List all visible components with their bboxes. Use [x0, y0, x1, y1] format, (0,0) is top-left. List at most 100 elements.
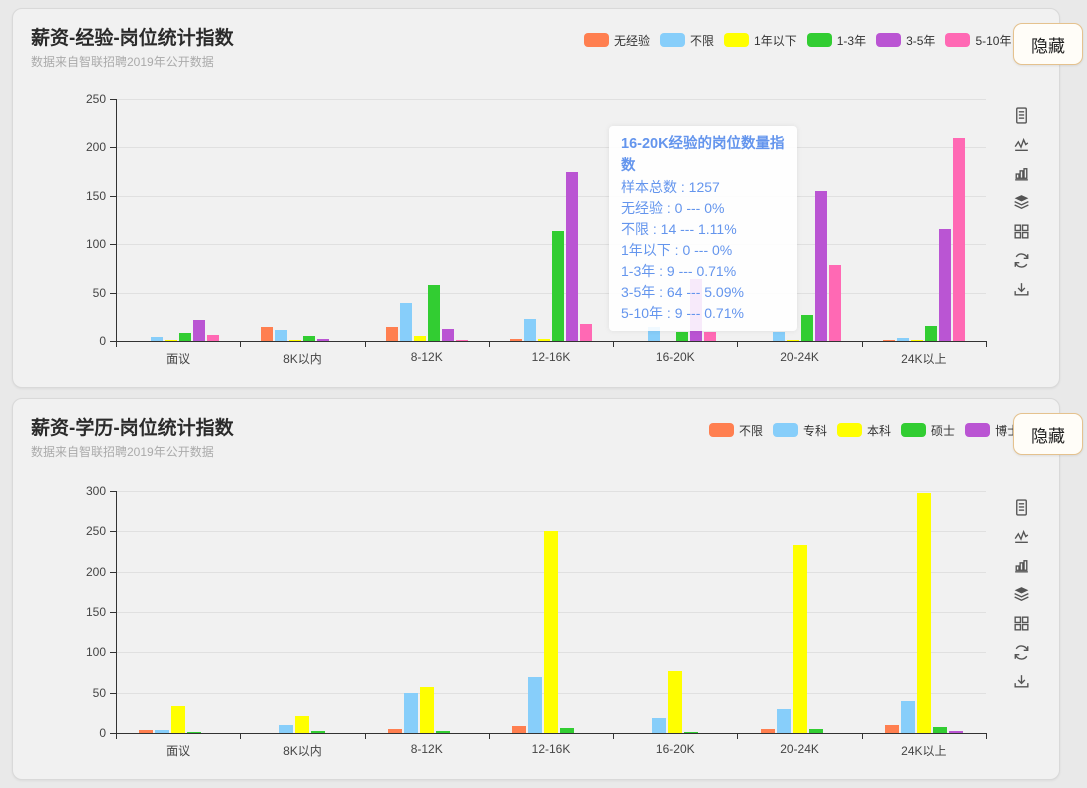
- x-axis-label: 24K以上: [901, 352, 947, 366]
- bar[interactable]: [179, 333, 192, 341]
- bar[interactable]: [139, 730, 154, 733]
- bar[interactable]: [896, 338, 909, 341]
- bar[interactable]: [952, 138, 965, 341]
- bar[interactable]: [524, 319, 536, 341]
- y-axis-tick: [110, 195, 116, 197]
- y-axis-tick: [110, 531, 116, 533]
- bar[interactable]: [648, 327, 661, 341]
- bar[interactable]: [261, 327, 274, 341]
- legend: 无经验 不限 1年以下 1-3年 3-5年 5-10年: [584, 27, 1011, 53]
- bar[interactable]: [884, 725, 899, 733]
- restore-icon[interactable]: [1012, 643, 1031, 662]
- bar[interactable]: [187, 732, 202, 733]
- legend-item[interactable]: 3-5年: [876, 32, 935, 49]
- bar[interactable]: [155, 730, 170, 733]
- bar[interactable]: [924, 326, 937, 341]
- bar[interactable]: [760, 729, 775, 733]
- bar[interactable]: [303, 336, 316, 341]
- restore-icon[interactable]: [1012, 251, 1031, 270]
- bar[interactable]: [399, 303, 412, 341]
- bar[interactable]: [295, 716, 310, 733]
- bar[interactable]: [455, 340, 468, 341]
- stack-icon[interactable]: [1012, 193, 1031, 212]
- bar[interactable]: [512, 726, 526, 733]
- bar[interactable]: [900, 701, 915, 733]
- y-axis-label: 250: [85, 524, 106, 539]
- x-axis-tick: [364, 733, 366, 739]
- bar[interactable]: [704, 332, 717, 341]
- bar[interactable]: [165, 340, 178, 341]
- hide-button[interactable]: 隐藏: [1013, 413, 1083, 455]
- bar[interactable]: [800, 315, 813, 341]
- bar[interactable]: [772, 332, 785, 341]
- hide-button[interactable]: 隐藏: [1013, 23, 1083, 65]
- bar[interactable]: [528, 677, 542, 733]
- bar[interactable]: [275, 330, 288, 341]
- bar[interactable]: [814, 191, 827, 341]
- bar[interactable]: [441, 329, 454, 341]
- bar[interactable]: [786, 340, 799, 341]
- bar[interactable]: [413, 336, 426, 341]
- bar[interactable]: [151, 337, 164, 341]
- panel-subtitle: 数据来自智联招聘2019年公开数据: [31, 55, 214, 69]
- legend-item[interactable]: 5-10年: [945, 32, 1011, 49]
- bar[interactable]: [544, 531, 558, 733]
- bar[interactable]: [538, 339, 550, 341]
- legend-item[interactable]: 本科: [837, 422, 891, 439]
- legend-item[interactable]: 1年以下: [724, 32, 797, 49]
- bar[interactable]: [403, 693, 418, 733]
- bar[interactable]: [279, 725, 294, 733]
- bar[interactable]: [882, 340, 895, 341]
- bar[interactable]: [207, 335, 220, 341]
- legend-item[interactable]: 硕士: [901, 422, 955, 439]
- bar[interactable]: [932, 727, 947, 733]
- bar[interactable]: [910, 340, 923, 341]
- legend-item[interactable]: 不限: [709, 422, 763, 439]
- bar[interactable]: [435, 731, 450, 733]
- tiled-icon[interactable]: [1012, 614, 1031, 633]
- legend-item[interactable]: 1-3年: [806, 32, 866, 49]
- save-image-icon[interactable]: [1012, 672, 1031, 691]
- bar[interactable]: [938, 229, 951, 341]
- bar[interactable]: [385, 327, 398, 341]
- bar[interactable]: [427, 285, 440, 341]
- stack-icon[interactable]: [1012, 585, 1031, 604]
- bar[interactable]: [792, 545, 807, 733]
- bar[interactable]: [668, 671, 683, 733]
- bar[interactable]: [580, 324, 592, 341]
- bar[interactable]: [419, 687, 434, 733]
- line-chart-icon[interactable]: [1012, 135, 1031, 154]
- page-title: 薪资-经验-岗位统计指数: [31, 28, 234, 49]
- bar[interactable]: [552, 231, 564, 341]
- legend-item[interactable]: 无经验: [584, 32, 650, 49]
- bar[interactable]: [676, 332, 689, 341]
- line-chart-icon[interactable]: [1012, 527, 1031, 546]
- bar[interactable]: [311, 731, 326, 733]
- bar[interactable]: [317, 339, 330, 341]
- bar[interactable]: [171, 706, 186, 733]
- bar[interactable]: [652, 718, 667, 733]
- bar[interactable]: [289, 340, 302, 341]
- bar[interactable]: [690, 279, 703, 341]
- tiled-icon[interactable]: [1012, 222, 1031, 241]
- bar[interactable]: [808, 729, 823, 733]
- save-image-icon[interactable]: [1012, 280, 1031, 299]
- bar[interactable]: [560, 728, 574, 733]
- bar-chart-icon[interactable]: [1012, 556, 1031, 575]
- bar[interactable]: [566, 172, 578, 341]
- legend-item[interactable]: 不限: [660, 32, 714, 49]
- bar[interactable]: [684, 732, 699, 733]
- bar[interactable]: [387, 729, 402, 733]
- bar-chart-icon[interactable]: [1012, 164, 1031, 183]
- bar[interactable]: [510, 339, 522, 341]
- data-view-icon[interactable]: [1012, 106, 1031, 125]
- bar[interactable]: [776, 709, 791, 733]
- y-axis-label: 200: [85, 564, 106, 579]
- bar[interactable]: [916, 493, 931, 733]
- bar[interactable]: [828, 265, 841, 341]
- legend-item[interactable]: 博士: [965, 422, 1019, 439]
- bar[interactable]: [948, 731, 963, 733]
- data-view-icon[interactable]: [1012, 498, 1031, 517]
- bar[interactable]: [193, 320, 206, 341]
- legend-item[interactable]: 专科: [773, 422, 827, 439]
